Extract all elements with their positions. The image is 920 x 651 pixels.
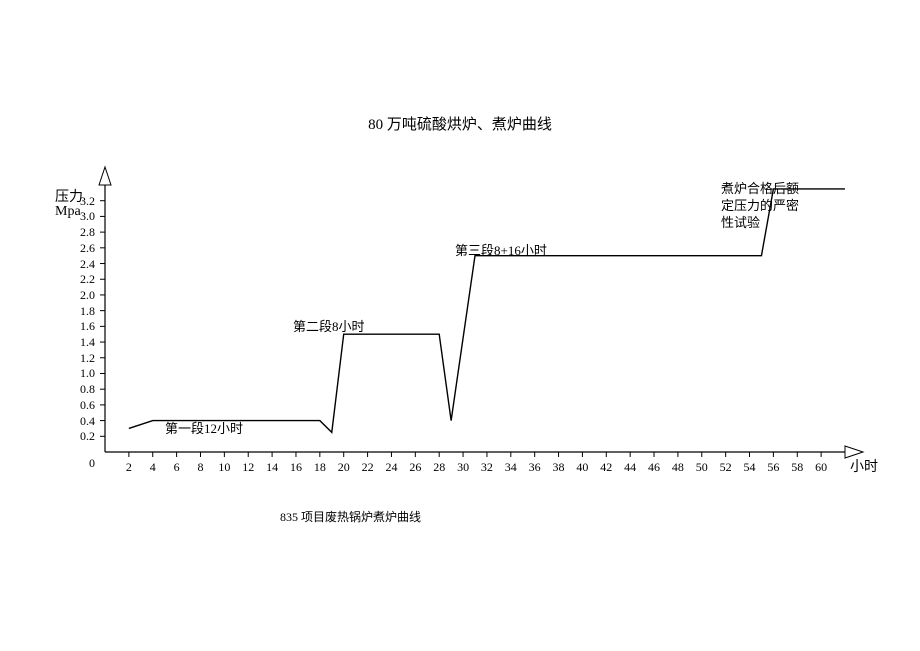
x-tick: 8 [190, 460, 210, 475]
y-tick: 2.8 [65, 225, 95, 240]
y-tick: 1.4 [65, 335, 95, 350]
y-tick: 2.0 [65, 288, 95, 303]
final-test-label: 煮炉合格后额 定压力的严密 性试验 [721, 181, 799, 232]
x-tick: 24 [381, 460, 401, 475]
x-tick: 36 [525, 460, 545, 475]
final-line1: 煮炉合格后额 [721, 181, 799, 196]
x-tick: 50 [692, 460, 712, 475]
x-tick: 58 [787, 460, 807, 475]
segment-3-label: 第三段8+16小时 [455, 240, 547, 259]
x-tick: 12 [238, 460, 258, 475]
x-tick: 52 [716, 460, 736, 475]
y-tick: 1.6 [65, 319, 95, 334]
y-tick: 2.6 [65, 241, 95, 256]
x-tick: 6 [167, 460, 187, 475]
x-tick: 54 [740, 460, 760, 475]
segment-1-label: 第一段12小时 [165, 418, 243, 437]
x-tick: 38 [549, 460, 569, 475]
y-tick: 2.2 [65, 272, 95, 287]
y-tick: 1.0 [65, 366, 95, 381]
x-tick: 34 [501, 460, 521, 475]
x-tick: 60 [811, 460, 831, 475]
curve-chart [0, 0, 920, 651]
y-tick: 3.2 [65, 194, 95, 209]
x-tick: 22 [358, 460, 378, 475]
segment-2-label: 第二段8小时 [293, 316, 365, 335]
final-line3: 性试验 [721, 215, 760, 230]
y-tick: 0.8 [65, 382, 95, 397]
x-tick: 44 [620, 460, 640, 475]
x-tick: 56 [763, 460, 783, 475]
origin-label: 0 [65, 456, 95, 471]
y-tick: 0.4 [65, 414, 95, 429]
x-tick: 42 [596, 460, 616, 475]
x-tick: 14 [262, 460, 282, 475]
x-tick: 16 [286, 460, 306, 475]
y-tick: 0.6 [65, 398, 95, 413]
y-tick: 1.2 [65, 351, 95, 366]
x-tick: 18 [310, 460, 330, 475]
x-tick: 26 [405, 460, 425, 475]
x-tick: 46 [644, 460, 664, 475]
x-tick: 40 [572, 460, 592, 475]
x-tick: 30 [453, 460, 473, 475]
x-tick: 4 [143, 460, 163, 475]
x-tick: 2 [119, 460, 139, 475]
y-tick: 0.2 [65, 429, 95, 444]
final-line2: 定压力的严密 [721, 198, 799, 213]
y-tick: 3.0 [65, 209, 95, 224]
x-tick: 28 [429, 460, 449, 475]
x-tick: 20 [334, 460, 354, 475]
x-tick: 48 [668, 460, 688, 475]
x-tick: 32 [477, 460, 497, 475]
y-tick: 2.4 [65, 257, 95, 272]
x-tick: 10 [214, 460, 234, 475]
y-tick: 1.8 [65, 304, 95, 319]
